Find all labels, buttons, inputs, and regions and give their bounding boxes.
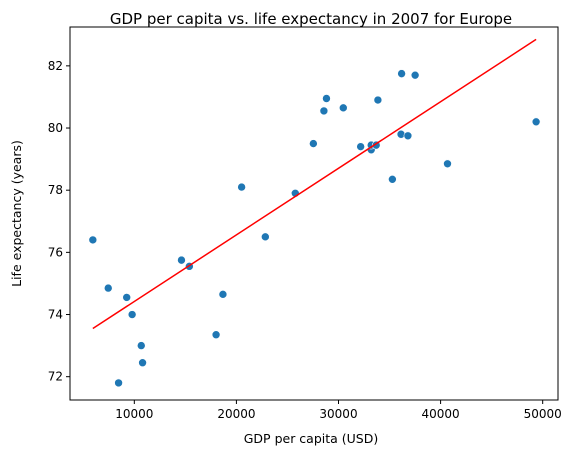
- x-tick-label: 10000: [115, 407, 153, 421]
- data-point-28: [443, 159, 452, 169]
- x-tick-label: 50000: [524, 407, 562, 421]
- data-point-10: [218, 290, 228, 299]
- data-point-9: [211, 330, 221, 340]
- data-point-18: [356, 142, 365, 151]
- plot-frame: [69, 26, 559, 401]
- x-axis-label: GDP per capita (USD): [244, 431, 379, 446]
- data-point-1: [103, 283, 113, 293]
- data-point-29: [531, 117, 541, 127]
- y-axis-ticks: 72 74 76 78 80 82: [48, 59, 70, 384]
- x-axis-ticks: 10000 20000 30000 40000 50000: [115, 400, 562, 421]
- data-point-12: [261, 232, 270, 242]
- y-tick-label: 72: [48, 370, 63, 384]
- y-tick-label: 80: [48, 121, 63, 135]
- data-point-14: [309, 139, 318, 148]
- y-tick-label: 78: [48, 183, 63, 197]
- fit-line: [92, 38, 537, 330]
- data-point-17: [339, 103, 348, 113]
- data-point-0: [88, 235, 98, 245]
- x-tick-label: 20000: [217, 407, 255, 421]
- y-tick-label: 74: [48, 308, 63, 322]
- data-point-16: [322, 94, 331, 103]
- y-tick-label: 82: [48, 59, 63, 73]
- data-point-23: [388, 175, 397, 184]
- chart-title: GDP per capita vs. life expectancy in 20…: [110, 10, 512, 28]
- x-tick-label: 30000: [319, 407, 357, 421]
- plot-area: [88, 38, 541, 388]
- data-point-27: [410, 70, 420, 80]
- data-point-15: [319, 106, 329, 116]
- y-tick-label: 76: [48, 245, 63, 259]
- x-tick-label: 40000: [422, 407, 460, 421]
- data-point-25: [397, 69, 406, 78]
- data-point-4: [136, 341, 146, 350]
- data-point-11: [237, 182, 246, 192]
- data-point-6: [114, 378, 123, 388]
- data-point-5: [138, 358, 147, 368]
- data-point-26: [403, 131, 413, 141]
- y-axis-label: Life expectancy (years): [9, 140, 24, 287]
- data-point-2: [122, 293, 132, 302]
- data-point-7: [177, 255, 186, 265]
- data-point-3: [127, 310, 137, 319]
- data-point-22: [373, 95, 383, 105]
